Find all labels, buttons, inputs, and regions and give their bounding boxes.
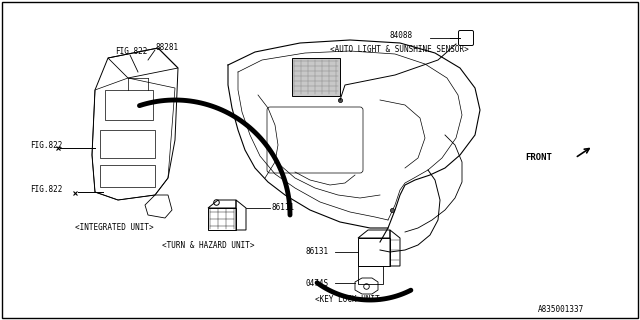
Text: <TURN & HAZARD UNIT>: <TURN & HAZARD UNIT>: [162, 241, 255, 250]
Bar: [358, 238, 390, 266]
Text: A835001337: A835001337: [538, 306, 584, 315]
Text: 86111: 86111: [272, 204, 295, 212]
Bar: [100, 130, 155, 158]
Text: 0474S: 0474S: [305, 278, 328, 287]
Text: 86131: 86131: [305, 247, 328, 257]
Text: FRONT: FRONT: [525, 154, 552, 163]
Bar: [105, 90, 153, 120]
Text: 84088: 84088: [390, 30, 413, 39]
Text: 88281: 88281: [155, 43, 178, 52]
Bar: [208, 208, 236, 230]
Bar: [358, 266, 383, 284]
Text: FIG.822: FIG.822: [30, 186, 62, 195]
Bar: [292, 58, 340, 96]
Text: FIG.822: FIG.822: [115, 47, 147, 57]
Bar: [100, 165, 155, 187]
Text: <KEY LOCK UNIT>: <KEY LOCK UNIT>: [315, 295, 385, 305]
Text: FIG.822: FIG.822: [30, 140, 62, 149]
Text: <AUTO LIGHT & SUNSHINE SENSOR>: <AUTO LIGHT & SUNSHINE SENSOR>: [330, 45, 468, 54]
Text: <INTEGRATED UNIT>: <INTEGRATED UNIT>: [75, 223, 154, 233]
